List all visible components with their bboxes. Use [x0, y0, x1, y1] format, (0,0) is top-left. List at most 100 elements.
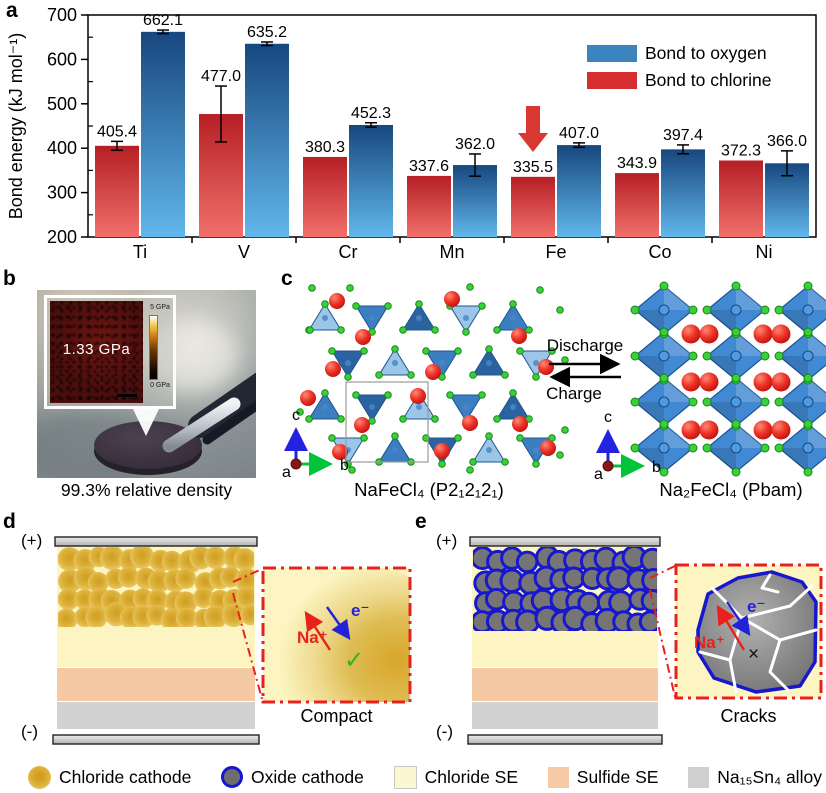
bar-value-label: 337.6 — [409, 158, 449, 175]
a-axis-dot — [290, 458, 302, 470]
legend-item-label: Oxide cathode — [251, 766, 364, 787]
bar-Co-0 — [615, 173, 659, 237]
y-tick-label: 400 — [47, 138, 77, 158]
bar-V-1 — [245, 43, 289, 238]
bar-Fe-1 — [557, 145, 601, 237]
y-tick-label: 500 — [47, 94, 77, 114]
cross-mark: × — [748, 644, 759, 665]
colorbar — [149, 315, 158, 380]
negative-electrode-label-d: (-) — [21, 722, 38, 741]
cracks-caption: Cracks — [720, 706, 777, 726]
colorbar-max-label: 5 GPa — [150, 304, 170, 311]
sulfide-se-swatch-icon — [547, 766, 569, 788]
bar-Ti-1 — [141, 31, 185, 237]
sulfide-se-layer — [472, 668, 658, 701]
bar-Cr-1 — [349, 124, 393, 237]
chart-legend-swatch — [587, 45, 637, 62]
oxide-cathode-particles — [473, 547, 657, 631]
electron-arrow-d — [326, 606, 351, 640]
legend-item-label: Chloride cathode — [59, 766, 192, 787]
svg-text:a: a — [282, 464, 291, 481]
electron-arrow-e — [726, 601, 751, 636]
bar-value-label: 380.3 — [305, 139, 345, 156]
legend-item-label: Na₁₅Sn₄ alloy — [717, 766, 822, 787]
pellet-tweezers-drawing — [94, 372, 256, 475]
modulus-value: 1.33 GPa — [62, 341, 131, 358]
legend-item-0: Chloride cathode — [28, 765, 192, 789]
x-category-label: Ni — [756, 242, 773, 258]
x-category-label: Mn — [439, 242, 464, 258]
negative-electrode-label-e: (-) — [436, 722, 453, 741]
bond-energy-bar-chart: 200 300 400 500 600 700 Ti V Cr Mn Fe Co Ni Bond ener… — [6, 5, 817, 258]
svg-text:b: b — [340, 457, 349, 474]
compact-caption: Compact — [300, 706, 373, 726]
panel-label-a: a — [6, 0, 18, 22]
na-ion-arrow-e — [716, 604, 746, 651]
axis-indicator: c b a — [282, 407, 349, 481]
bottom-electrode — [52, 734, 260, 745]
y-tick-label: 300 — [47, 183, 77, 203]
compact-inset-frame — [261, 566, 412, 704]
nafecl4-label: NaFeCl₄ (P2₁2₁2₁) — [354, 479, 504, 500]
bottom-electrode — [467, 734, 663, 745]
cracked-particle — [696, 570, 818, 694]
check-mark: ✓ — [344, 647, 364, 674]
crystal-structures-drawing: c b a c b a — [282, 281, 826, 483]
inset-pointer — [132, 407, 160, 436]
bar-Fe-0 — [511, 176, 555, 237]
bar-value-label: 477.0 — [201, 68, 241, 85]
modulus-map-inset: 1.33 GPa 5 GPa 0 GPa — [44, 295, 176, 409]
svg-text:b: b — [652, 459, 661, 476]
bar-value-label: 362.0 — [455, 136, 495, 153]
photo-highlight-blob — [147, 320, 237, 390]
chart-legend-label: Bond to oxygen — [645, 43, 767, 63]
a-axis-dot — [602, 460, 614, 472]
tweezers-tip — [162, 397, 241, 453]
svg-text:c: c — [292, 407, 300, 424]
legend-item-3: Sulfide SE — [547, 766, 659, 788]
y-tick-label: 200 — [47, 227, 77, 247]
bar-value-label: 407.0 — [559, 125, 599, 142]
bar-Ti-0 — [95, 145, 139, 237]
alloy-layer — [57, 702, 255, 729]
colorbar-min-label: 0 GPa — [150, 382, 170, 389]
na2fecl4-label: Na₂FeCl₄ (Pbam) — [659, 479, 803, 500]
panel-label-e: e — [415, 510, 427, 533]
panel-label-b: b — [3, 267, 16, 290]
discharge-label: Discharge — [546, 336, 624, 355]
bar-value-label: 366.0 — [767, 133, 807, 150]
legend-item-label: Sulfide SE — [576, 766, 659, 787]
highlight-down-arrow — [518, 106, 548, 152]
y-tick-label: 700 — [47, 5, 77, 25]
alloy-layer — [472, 702, 658, 729]
scale-bar — [117, 394, 137, 397]
sulfide-se-layer — [57, 668, 255, 701]
chloride-cathode-particles — [58, 547, 254, 627]
cell-schematics-drawing: Na⁺ e⁻ ✓ Na⁺ e⁻ × — [52, 536, 823, 745]
y-tick-label: 600 — [47, 49, 77, 69]
bar-value-label: 452.3 — [351, 105, 391, 122]
legend-item-1: Oxide cathode — [221, 766, 364, 788]
bar-Cr-0 — [303, 156, 347, 237]
bar-value-label: 405.4 — [97, 123, 137, 140]
y-axis-title: Bond energy (kJ mol⁻¹) — [6, 33, 26, 220]
chloride-cathode-sphere-icon — [28, 765, 51, 789]
afm-modulus-map: 1.33 GPa — [50, 301, 143, 403]
na-ion-label-d: Na⁺ — [297, 628, 328, 647]
x-category-label: Co — [648, 242, 671, 258]
axis-indicator: c b a — [594, 409, 661, 483]
figure-legend: Chloride cathode Oxide cathode Chloride SE… — [28, 762, 822, 792]
top-electrode — [54, 536, 258, 547]
panel-label-d: d — [3, 510, 16, 533]
pellet-photo: 1.33 GPa 5 GPa 0 GPa — [37, 290, 256, 478]
oxide-cathode-sphere-icon — [221, 766, 244, 788]
positive-electrode-label-e: (+) — [436, 531, 458, 550]
unit-cell-box — [345, 381, 429, 463]
x-category-label: Fe — [545, 242, 566, 258]
electron-label-e: e⁻ — [747, 597, 765, 616]
svg-text:c: c — [604, 409, 612, 426]
chart-legend-swatch — [587, 72, 637, 89]
legend-item-4: Na₁₅Sn₄ alloy — [688, 766, 822, 788]
relative-density-caption: 99.3% relative density — [60, 480, 233, 500]
